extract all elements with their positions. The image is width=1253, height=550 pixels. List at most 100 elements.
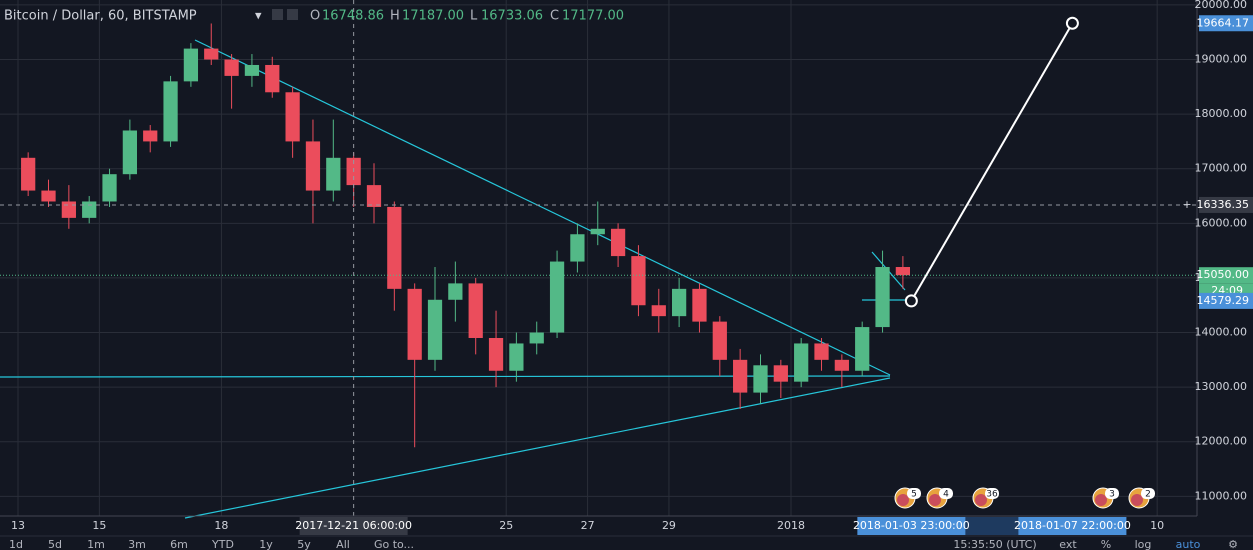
- grid: [0, 0, 1197, 516]
- candle-body: [468, 283, 483, 338]
- range-button[interactable]: 5d: [48, 538, 62, 550]
- caret[interactable]: ▾: [255, 9, 262, 24]
- o-value: 16748.86: [322, 9, 384, 24]
- x-tick-label: 18: [214, 519, 228, 532]
- range-button[interactable]: 1m: [87, 538, 105, 550]
- icon[interactable]: [287, 9, 298, 20]
- y-tick-label: 14000.00: [1195, 326, 1248, 339]
- candle-body: [814, 343, 829, 360]
- trendline: [194, 39, 891, 376]
- candle-body: [672, 288, 687, 317]
- candle-body: [366, 185, 382, 207]
- x-tick-label: 15: [92, 519, 106, 532]
- candle-body: [427, 299, 443, 360]
- l-label: L: [470, 9, 478, 24]
- range-button[interactable]: 6m: [170, 538, 188, 550]
- y-tick-label: 12000.00: [1195, 435, 1248, 448]
- candle-body: [61, 201, 76, 218]
- option-button[interactable]: ext: [1059, 538, 1077, 550]
- event-badge: [985, 488, 999, 499]
- candle-body: [82, 201, 97, 218]
- start-time-label: 2018-01-03 23:00:00: [853, 519, 970, 532]
- candle-body: [163, 81, 178, 142]
- event-badge: [1105, 488, 1119, 499]
- event-badge: [907, 488, 921, 499]
- symbol[interactable]: Bitcoin / Dollar, 60, BITSTAMP: [4, 9, 197, 24]
- candle-body: [610, 228, 626, 257]
- start-time-label-box: [857, 517, 966, 535]
- event-flag[interactable]: [929, 494, 941, 506]
- option-button[interactable]: auto: [1176, 538, 1201, 550]
- candle-body: [692, 288, 707, 322]
- x-tick-label: 2018: [777, 519, 805, 532]
- candle-body: [712, 321, 727, 360]
- start-price-label: 14579.29: [1197, 294, 1250, 307]
- candle-body: [326, 157, 341, 191]
- header: Bitcoin / Dollar, 60, BITSTAMP ▾ O 16748…: [4, 9, 624, 24]
- crosshair-time-label: 2017-12-21 06:00:00: [295, 519, 412, 532]
- event-count: 5: [911, 490, 917, 500]
- c-label: C: [550, 9, 559, 24]
- event-flag[interactable]: [1131, 494, 1143, 506]
- candle-body: [631, 256, 646, 306]
- range-button[interactable]: 1y: [259, 538, 273, 550]
- range-button[interactable]: 5y: [297, 538, 311, 550]
- y-tick-label: 18000.00: [1195, 107, 1248, 120]
- trendline: [184, 377, 891, 519]
- start-price-label-box: [1199, 292, 1253, 309]
- end-time-label-box: [1018, 517, 1127, 535]
- y-tick-label: 13000.00: [1195, 380, 1248, 393]
- range-button[interactable]: Go to...: [374, 538, 414, 550]
- candle-body: [387, 206, 402, 289]
- event-flag[interactable]: [975, 494, 987, 506]
- toolbar-items: 1d 5d 1m 3m 6m YTD 1y 5y All Go to... 15:35:50 (UT…: [9, 538, 1238, 550]
- candle-body: [265, 64, 280, 93]
- event-flag[interactable]: [1095, 494, 1107, 506]
- icon[interactable]: [272, 9, 283, 20]
- event-badge: [1141, 488, 1155, 499]
- candle-body: [204, 48, 219, 60]
- candle-body: [753, 365, 768, 393]
- x-tick-label: 10: [1150, 519, 1164, 532]
- overlay: [0, 0, 1197, 516]
- range-button[interactable]: YTD: [211, 538, 234, 550]
- c-value: 17177.00: [562, 9, 624, 24]
- candle-body: [855, 327, 870, 371]
- option-button[interactable]: %: [1101, 538, 1111, 550]
- event-flag[interactable]: [897, 494, 909, 506]
- candle-body: [143, 130, 158, 142]
- events: 5 4 36 3 2: [894, 487, 1155, 509]
- axes: 11000.0012000.0013000.0014000.0015000.00…: [11, 0, 1253, 535]
- x-tick-label: 25: [499, 519, 513, 532]
- range-button[interactable]: 3m: [128, 538, 146, 550]
- candle-body: [183, 48, 199, 82]
- event-count: 4: [943, 490, 949, 500]
- candle-body: [529, 332, 544, 344]
- event-count: 36: [986, 490, 998, 500]
- range-button[interactable]: All: [336, 538, 350, 550]
- candle-body: [895, 267, 911, 276]
- projection-point: [1065, 16, 1079, 30]
- plus-icon: +: [1182, 198, 1191, 211]
- y-tick-label: 16000.00: [1195, 216, 1248, 229]
- candle-body: [875, 267, 890, 328]
- x-tick-label: 13: [11, 519, 25, 532]
- crosshair-price-label-box: [1199, 196, 1253, 213]
- last-price-label: 15050.00: [1197, 268, 1250, 281]
- candles: [21, 23, 911, 448]
- candle-body: [834, 359, 849, 371]
- end-price-label-box: [1199, 15, 1253, 32]
- projection-point: [904, 294, 918, 308]
- range-button[interactable]: 1d: [9, 538, 23, 550]
- y-tick-label: 20000.00: [1195, 0, 1248, 11]
- x-tick-label: 27: [581, 519, 595, 532]
- settings-icon[interactable]: ⚙: [1228, 538, 1238, 550]
- candle-body: [21, 157, 36, 191]
- candle-body: [305, 141, 321, 191]
- option-button[interactable]: log: [1135, 538, 1152, 550]
- candle-body: [41, 190, 56, 202]
- event-count: 3: [1109, 490, 1115, 500]
- end-price-label: 19664.17: [1197, 16, 1250, 29]
- candle-body: [794, 343, 809, 382]
